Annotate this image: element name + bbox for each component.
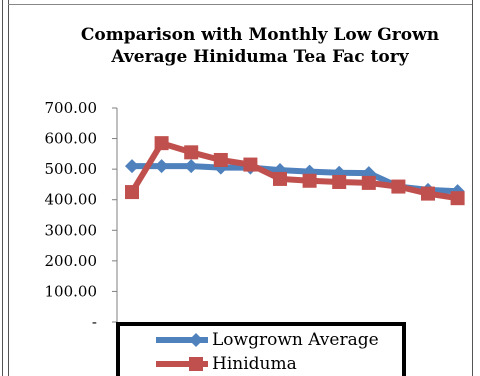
frame-border-top: [8, 4, 472, 5]
frame-border-left-inner: [8, 0, 9, 376]
chart-title-line2: Average Hiniduma Tea Fac tory: [111, 47, 409, 67]
data-point-hiniduma: [213, 152, 228, 167]
legend-swatch-hiniduma: [156, 357, 208, 371]
data-point-lowgrown: [125, 159, 139, 174]
chart-title-line1: Comparison with Monthly Low Grown: [80, 25, 440, 45]
legend-item-lowgrown: Lowgrown Average: [156, 328, 379, 352]
data-point-lowgrown: [154, 159, 169, 174]
data-point-hiniduma: [361, 175, 376, 190]
data-point-hiniduma: [154, 136, 169, 151]
legend-label-lowgrown: Lowgrown Average: [212, 330, 379, 350]
data-point-hiniduma: [184, 145, 199, 160]
data-point-lowgrown: [184, 159, 199, 174]
frame-border-left-outer: [2, 0, 3, 376]
y-tick-label: 600.00: [45, 130, 98, 148]
data-point-hiniduma: [391, 179, 406, 194]
data-point-hiniduma: [125, 185, 139, 200]
data-point-hiniduma: [273, 171, 287, 186]
legend-swatch-lowgrown: [156, 333, 208, 347]
data-point-hiniduma: [302, 173, 317, 188]
data-point-hiniduma: [421, 186, 435, 201]
y-tick-label: -: [92, 313, 97, 331]
y-tick-label: 400.00: [45, 191, 98, 209]
data-point-hiniduma: [243, 157, 258, 172]
y-tick-label: 500.00: [45, 160, 98, 178]
y-tick-label: 300.00: [45, 221, 98, 239]
y-tick-label: 100.00: [45, 282, 98, 300]
frame-border-right: [472, 0, 473, 376]
y-tick-label: 700.00: [45, 99, 98, 117]
legend-item-hiniduma: Hiniduma: [156, 352, 297, 376]
data-point-hiniduma: [332, 174, 347, 189]
legend-label-hiniduma: Hiniduma: [212, 354, 297, 374]
data-point-hiniduma: [450, 191, 465, 206]
y-tick-label: 200.00: [45, 252, 98, 270]
legend: Lowgrown Average Hiniduma: [116, 322, 406, 376]
